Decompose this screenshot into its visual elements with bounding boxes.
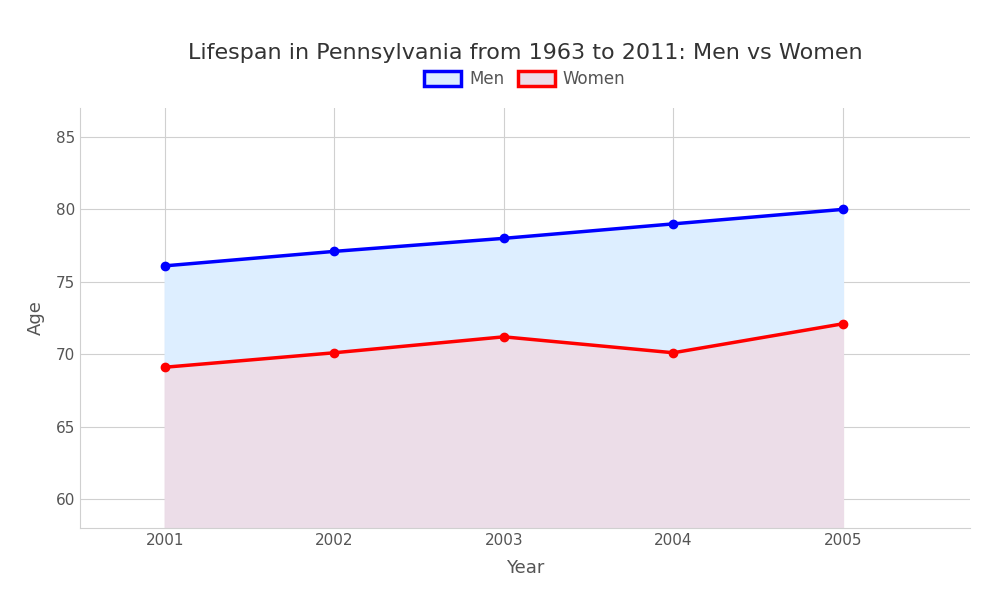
Title: Lifespan in Pennsylvania from 1963 to 2011: Men vs Women: Lifespan in Pennsylvania from 1963 to 20… (188, 43, 862, 64)
Y-axis label: Age: Age (27, 301, 45, 335)
Legend: Men, Women: Men, Women (416, 62, 634, 97)
X-axis label: Year: Year (506, 559, 544, 577)
